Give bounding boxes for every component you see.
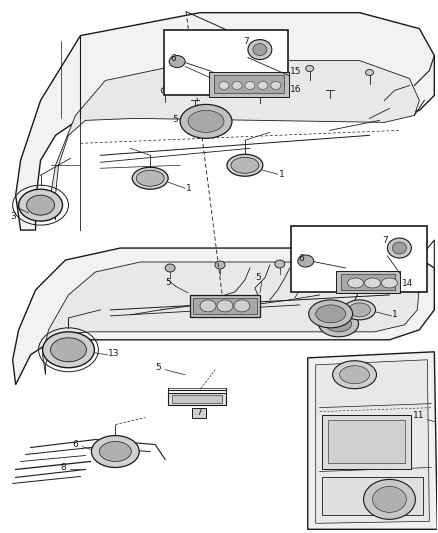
Ellipse shape bbox=[99, 441, 131, 462]
Ellipse shape bbox=[42, 332, 95, 368]
Ellipse shape bbox=[343, 300, 375, 320]
Bar bbox=[193, 298, 257, 314]
Polygon shape bbox=[308, 352, 437, 529]
Ellipse shape bbox=[374, 266, 385, 274]
Bar bbox=[291, 226, 427, 292]
Text: 7: 7 bbox=[382, 236, 388, 245]
Text: 5: 5 bbox=[165, 278, 171, 287]
Ellipse shape bbox=[136, 170, 164, 186]
Ellipse shape bbox=[180, 104, 232, 139]
Ellipse shape bbox=[349, 303, 371, 317]
Bar bbox=[209, 71, 289, 98]
Ellipse shape bbox=[381, 278, 397, 288]
Text: 11: 11 bbox=[413, 411, 424, 420]
Bar bbox=[321, 415, 411, 470]
Ellipse shape bbox=[19, 189, 63, 221]
Ellipse shape bbox=[309, 300, 353, 328]
Ellipse shape bbox=[306, 66, 314, 71]
Bar bbox=[190, 295, 260, 317]
Text: 1: 1 bbox=[279, 169, 285, 179]
Bar bbox=[168, 393, 226, 405]
Polygon shape bbox=[16, 13, 434, 230]
Text: 5: 5 bbox=[255, 273, 261, 282]
Bar bbox=[321, 478, 424, 515]
Ellipse shape bbox=[348, 278, 364, 288]
Ellipse shape bbox=[92, 435, 139, 467]
Ellipse shape bbox=[161, 87, 169, 93]
Ellipse shape bbox=[275, 260, 285, 268]
Ellipse shape bbox=[226, 72, 234, 78]
Text: 8: 8 bbox=[60, 463, 66, 472]
Ellipse shape bbox=[316, 305, 346, 323]
Text: 6: 6 bbox=[170, 54, 176, 63]
Text: 14: 14 bbox=[403, 279, 414, 288]
Ellipse shape bbox=[366, 69, 374, 76]
Ellipse shape bbox=[364, 480, 415, 519]
Ellipse shape bbox=[326, 316, 352, 332]
Text: 1: 1 bbox=[186, 184, 192, 193]
Ellipse shape bbox=[258, 82, 268, 90]
Ellipse shape bbox=[253, 44, 267, 55]
Bar bbox=[164, 30, 288, 95]
Bar bbox=[336, 271, 400, 293]
Ellipse shape bbox=[215, 261, 225, 269]
Ellipse shape bbox=[219, 82, 229, 90]
Ellipse shape bbox=[388, 238, 411, 258]
Text: 3: 3 bbox=[11, 212, 16, 221]
Text: 6: 6 bbox=[299, 254, 304, 263]
Text: 15: 15 bbox=[290, 67, 301, 76]
Text: 6: 6 bbox=[72, 440, 78, 449]
Ellipse shape bbox=[271, 82, 281, 90]
Bar bbox=[192, 408, 206, 417]
Polygon shape bbox=[50, 61, 419, 220]
Ellipse shape bbox=[132, 167, 168, 189]
Ellipse shape bbox=[392, 242, 406, 254]
Ellipse shape bbox=[227, 154, 263, 176]
Ellipse shape bbox=[188, 110, 224, 132]
Ellipse shape bbox=[372, 487, 406, 512]
Polygon shape bbox=[42, 262, 419, 375]
Text: 16: 16 bbox=[290, 85, 301, 94]
Ellipse shape bbox=[335, 261, 345, 269]
Ellipse shape bbox=[169, 55, 185, 68]
Ellipse shape bbox=[245, 82, 255, 90]
Text: 5: 5 bbox=[155, 363, 161, 372]
Ellipse shape bbox=[319, 311, 359, 337]
Ellipse shape bbox=[231, 157, 259, 173]
Text: 1: 1 bbox=[392, 310, 398, 319]
Text: 7: 7 bbox=[196, 408, 202, 417]
Ellipse shape bbox=[234, 300, 250, 312]
Ellipse shape bbox=[165, 264, 175, 272]
Text: 13: 13 bbox=[108, 349, 120, 358]
Ellipse shape bbox=[248, 39, 272, 60]
Ellipse shape bbox=[364, 278, 381, 288]
Ellipse shape bbox=[298, 255, 314, 267]
Polygon shape bbox=[316, 360, 429, 523]
Ellipse shape bbox=[50, 338, 86, 362]
Ellipse shape bbox=[27, 195, 54, 215]
Ellipse shape bbox=[332, 361, 377, 389]
Polygon shape bbox=[13, 248, 434, 385]
Ellipse shape bbox=[200, 300, 216, 312]
Bar bbox=[214, 76, 284, 93]
Ellipse shape bbox=[232, 82, 242, 90]
Bar bbox=[328, 419, 406, 464]
Ellipse shape bbox=[217, 300, 233, 312]
Text: 5: 5 bbox=[172, 115, 178, 124]
Ellipse shape bbox=[339, 366, 370, 384]
Bar bbox=[172, 394, 222, 402]
Bar bbox=[341, 274, 396, 290]
Text: 7: 7 bbox=[243, 37, 249, 46]
